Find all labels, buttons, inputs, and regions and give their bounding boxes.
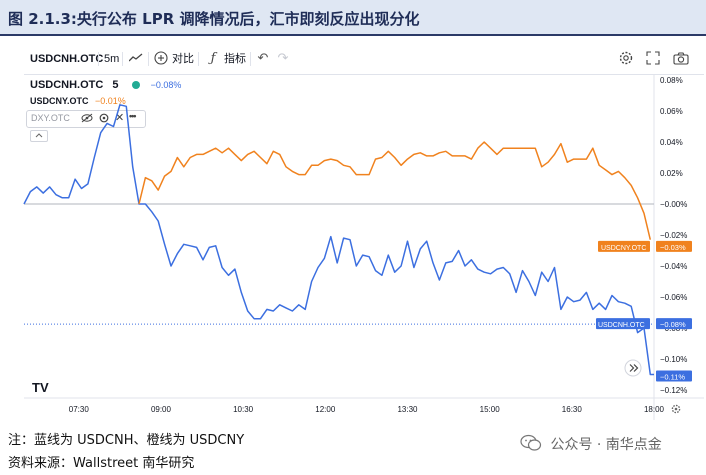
- close-icon[interactable]: ✕: [115, 112, 125, 124]
- legend-main: USDCNH.OTC 5 −0.08%: [30, 79, 181, 91]
- redo-icon[interactable]: ↷: [277, 50, 289, 65]
- chart-note: 注：蓝线为 USDCNH、橙线为 USDCNY: [8, 433, 245, 448]
- toolbar-separator: [250, 52, 251, 66]
- chart-type-icon[interactable]: [127, 49, 145, 67]
- more-dots-icon[interactable]: •••: [129, 111, 137, 121]
- title-underline: [0, 34, 706, 36]
- wechat-icon: [520, 434, 542, 456]
- legend-second-value: −0.01%: [95, 96, 126, 106]
- collapse-legend-chevron-icon[interactable]: [30, 130, 48, 142]
- undo-icon[interactable]: ↶: [257, 50, 269, 65]
- source-note: 资料来源：Wallstreet 南华研究: [8, 456, 195, 471]
- watermark-text: 公众号 · 南华点金: [550, 437, 662, 453]
- watermark: 公众号 · 南华点金: [520, 434, 662, 456]
- settings-gear-icon[interactable]: [617, 49, 635, 67]
- chart-toolbar: USDCNH.OTC 5m 对比 ƒ 指标 ↶ ↷: [24, 44, 704, 75]
- figure-title: 图 2.1.3:央行公布 LPR 调降情况后，汇市即刻反应出现分化: [8, 10, 420, 28]
- toolbar-separator: [122, 52, 123, 66]
- market-status-dot-icon: [131, 81, 140, 90]
- legend-main-symbol[interactable]: USDCNH.OTC: [30, 79, 104, 91]
- settings-icon[interactable]: [99, 113, 109, 125]
- chart-frame: [24, 42, 704, 420]
- toolbar-symbol[interactable]: USDCNH.OTC: [30, 53, 104, 65]
- legend-main-value: −0.08%: [150, 80, 182, 90]
- legend-main-interval: 5: [112, 79, 119, 91]
- toolbar-separator: [148, 52, 149, 66]
- snapshot-camera-icon[interactable]: [672, 49, 690, 67]
- fullscreen-icon[interactable]: [644, 49, 662, 67]
- legend-second-symbol[interactable]: USDCNY.OTC: [30, 96, 89, 106]
- legend-third-symbol[interactable]: DXY.OTC: [31, 113, 70, 123]
- toolbar-separator: [198, 52, 199, 66]
- indicators-button[interactable]: 指标: [224, 53, 246, 65]
- indicators-fx-icon[interactable]: ƒ: [210, 50, 216, 66]
- compare-button[interactable]: 对比: [172, 53, 194, 65]
- legend-third-row: DXY.OTC ✕ •••: [26, 110, 146, 128]
- interval-button[interactable]: 5m: [104, 53, 120, 65]
- figure-title-bar: 图 2.1.3:央行公布 LPR 调降情况后，汇市即刻反应出现分化: [0, 0, 706, 36]
- hide-eye-icon[interactable]: [81, 113, 93, 125]
- legend-second: USDCNY.OTC −0.01%: [30, 96, 126, 106]
- toolbar-separator: [98, 52, 99, 66]
- compare-plus-icon[interactable]: [152, 49, 170, 67]
